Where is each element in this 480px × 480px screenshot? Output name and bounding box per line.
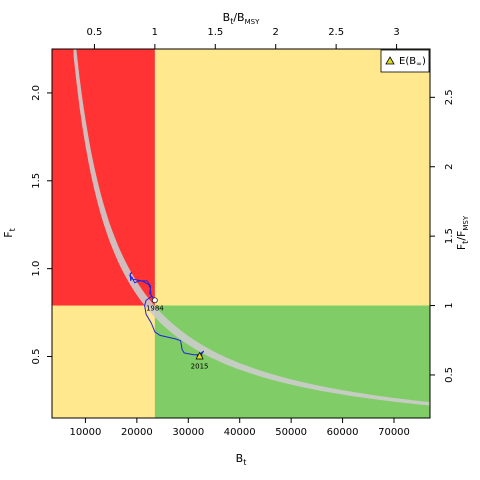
right-tick-label: 2 <box>444 164 455 170</box>
legend: E(B∞) <box>380 49 430 73</box>
x-tick-label: 10000 <box>70 427 102 438</box>
right-tick-label: 0.5 <box>444 367 455 383</box>
top-tick-label: 1 <box>152 27 158 38</box>
y-tick-label: 0.5 <box>31 349 42 365</box>
right-tick-label: 1.5 <box>444 228 455 244</box>
msy-band <box>73 49 430 406</box>
x-tick-label: 50000 <box>275 427 307 438</box>
x-tick-label: 70000 <box>378 427 410 438</box>
top-tick-label: 1.5 <box>207 27 223 38</box>
right-tick-label: 2.5 <box>444 89 455 105</box>
legend-label: E(B∞) <box>399 56 426 68</box>
top-tick-label: 2.5 <box>328 27 344 38</box>
y-axis-label: Ft <box>2 228 17 237</box>
year-label-1984: 1984 <box>146 304 164 312</box>
y-tick-label: 2.0 <box>31 85 42 101</box>
legend-box <box>380 49 430 73</box>
top-tick-label: 3 <box>393 27 399 38</box>
top-axis-label: Bt/BMSY <box>223 11 260 26</box>
year-label-2015: 2015 <box>191 363 209 371</box>
x-tick-label: 30000 <box>172 427 204 438</box>
x-axis-label: Bt <box>236 452 247 467</box>
y-tick-label: 1.0 <box>31 261 42 277</box>
top-tick-label: 2 <box>273 27 279 38</box>
year-point-1984 <box>151 297 158 304</box>
right-tick-label: 1 <box>444 302 455 308</box>
top-tick-label: 0.5 <box>86 27 102 38</box>
y-tick-label: 1.5 <box>31 173 42 189</box>
x-tick-label: 60000 <box>327 427 359 438</box>
right-axis-label: Ft/FMSY <box>455 215 470 250</box>
plot-frame <box>51 48 431 419</box>
x-tick-label: 20000 <box>121 427 153 438</box>
zone-red <box>52 49 155 306</box>
legend-triangle-icon <box>385 56 395 65</box>
e-binf-triangle <box>195 351 204 360</box>
x-tick-label: 40000 <box>224 427 256 438</box>
stock-trajectory <box>129 271 205 357</box>
